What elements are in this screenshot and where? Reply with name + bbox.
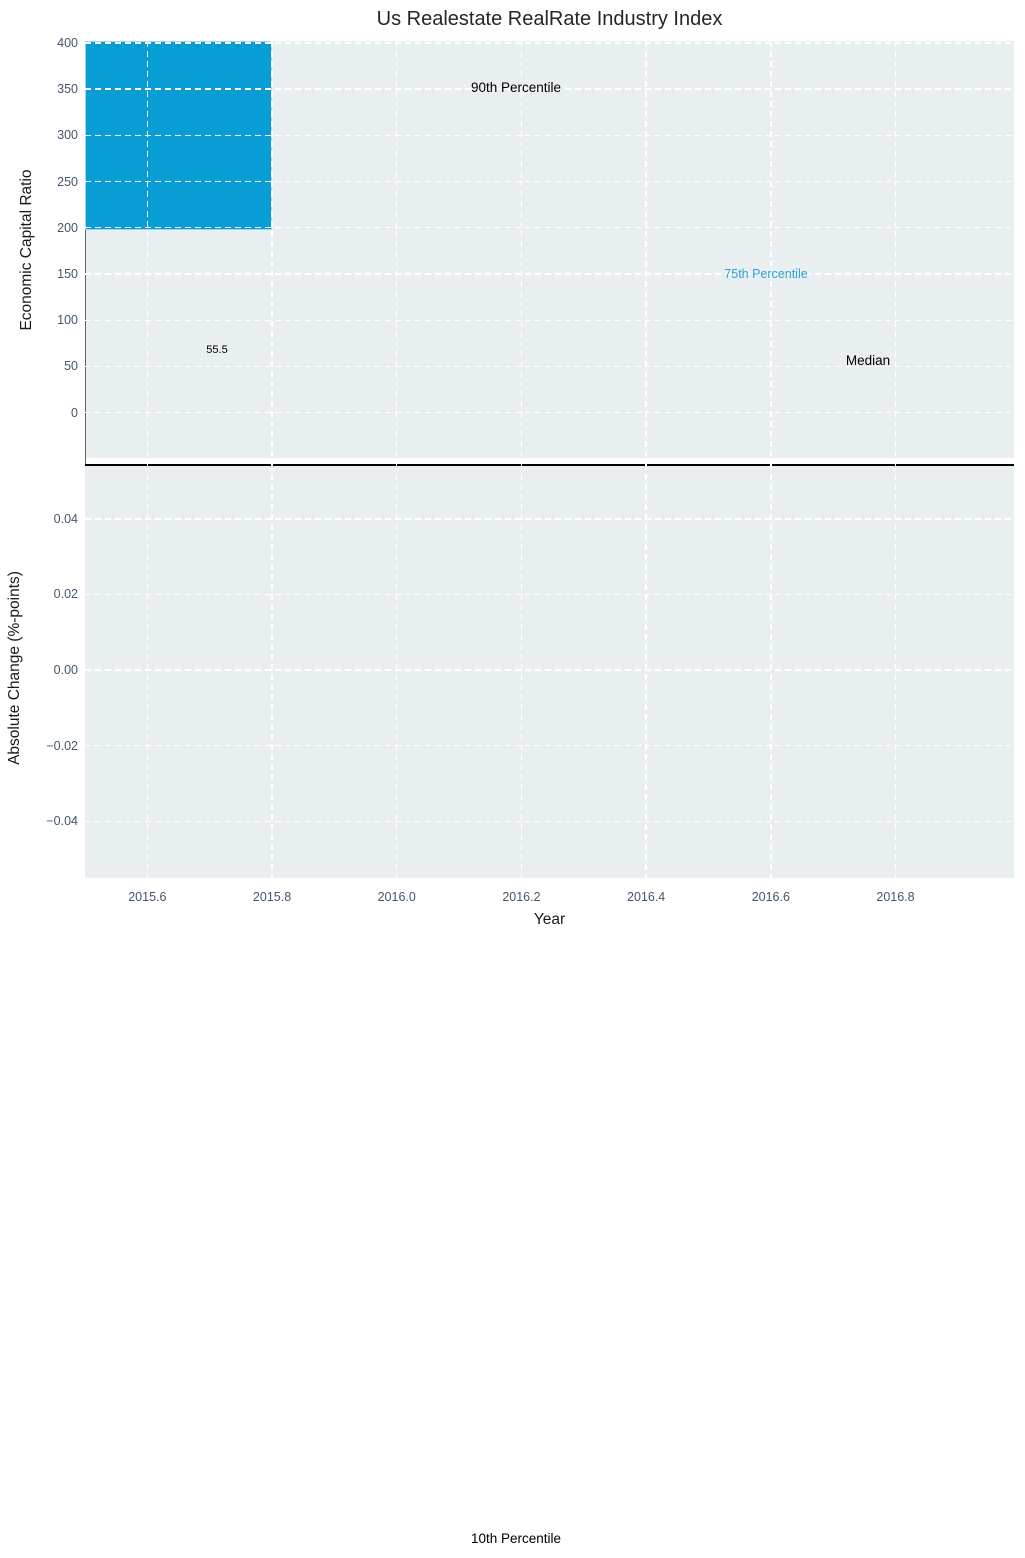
x-tick-label: 2015.8 <box>252 890 292 904</box>
x-gridline <box>271 464 273 878</box>
x-gridline <box>894 41 897 458</box>
y-gridline <box>85 319 1014 321</box>
x-axis-label: Year <box>533 911 566 928</box>
y-tick-label: 0.00 <box>53 663 78 678</box>
bottom-plot-area <box>85 464 1014 878</box>
annotation-median: Median <box>845 353 891 368</box>
y-gridline <box>85 273 1014 275</box>
y-tick-label: 0.04 <box>53 511 78 526</box>
x-gridline <box>146 41 149 458</box>
y-gridline <box>85 593 1014 596</box>
annotation-10th-percentile: 10th Percentile <box>470 1531 562 1546</box>
y-gridline <box>85 88 1014 90</box>
y-gridline <box>85 669 1014 671</box>
y-tick-label: 250 <box>57 174 78 189</box>
top-plot-area <box>85 41 1014 612</box>
y-tick-label: 300 <box>57 128 78 143</box>
y-gridline <box>85 518 1014 520</box>
y-tick-label: 50 <box>64 359 78 374</box>
y-gridline <box>85 820 1014 822</box>
y-gridline <box>85 180 1014 183</box>
x-gridline <box>770 464 772 878</box>
zero-line <box>85 464 1014 466</box>
x-tick-label: 2016.0 <box>377 890 416 904</box>
y-tick-label: 0 <box>71 405 78 420</box>
annotation-75th-percentile: 75th Percentile <box>724 267 808 281</box>
whisker-line <box>85 229 87 590</box>
x-tick-label: 2015.6 <box>128 890 167 904</box>
x-tick-label: 2016.2 <box>502 890 541 904</box>
x-gridline <box>396 41 398 458</box>
y-tick-label: −0.04 <box>46 814 78 829</box>
x-gridline <box>271 41 273 458</box>
x-tick-label: 2016.4 <box>627 890 666 904</box>
y-tick-label: 400 <box>57 35 78 50</box>
y-tick-label: 0.02 <box>53 587 78 602</box>
chart-title: Us Realestate RealRate Industry Index <box>376 8 723 30</box>
y-gridline <box>85 365 1014 368</box>
y-tick-label: 350 <box>57 82 78 97</box>
x-gridline <box>520 41 523 458</box>
x-gridline <box>645 41 647 458</box>
y-gridline <box>85 227 1014 229</box>
y-gridline <box>85 411 1014 414</box>
y-tick-label: 100 <box>57 313 78 328</box>
x-tick-label: 2016.6 <box>751 890 790 904</box>
y-gridline <box>85 42 1014 44</box>
y-gridline <box>85 134 1014 136</box>
x-gridline <box>396 464 398 878</box>
y-tick-label: −0.02 <box>46 738 78 753</box>
top-y-axis-label: Economic Capital Ratio <box>18 169 35 331</box>
x-gridline <box>520 464 523 878</box>
x-gridline <box>894 464 897 878</box>
y-tick-label: 150 <box>57 267 78 281</box>
y-gridline <box>85 744 1014 747</box>
annotation-90th-percentile: 90th Percentile <box>470 80 562 95</box>
x-tick-label: 2016.8 <box>876 890 915 904</box>
x-gridline <box>146 464 149 878</box>
y-tick-label: 200 <box>57 220 78 235</box>
x-gridline <box>645 464 647 878</box>
x-gridline <box>770 41 772 458</box>
annotation-median-value: 55.5 <box>206 344 228 356</box>
